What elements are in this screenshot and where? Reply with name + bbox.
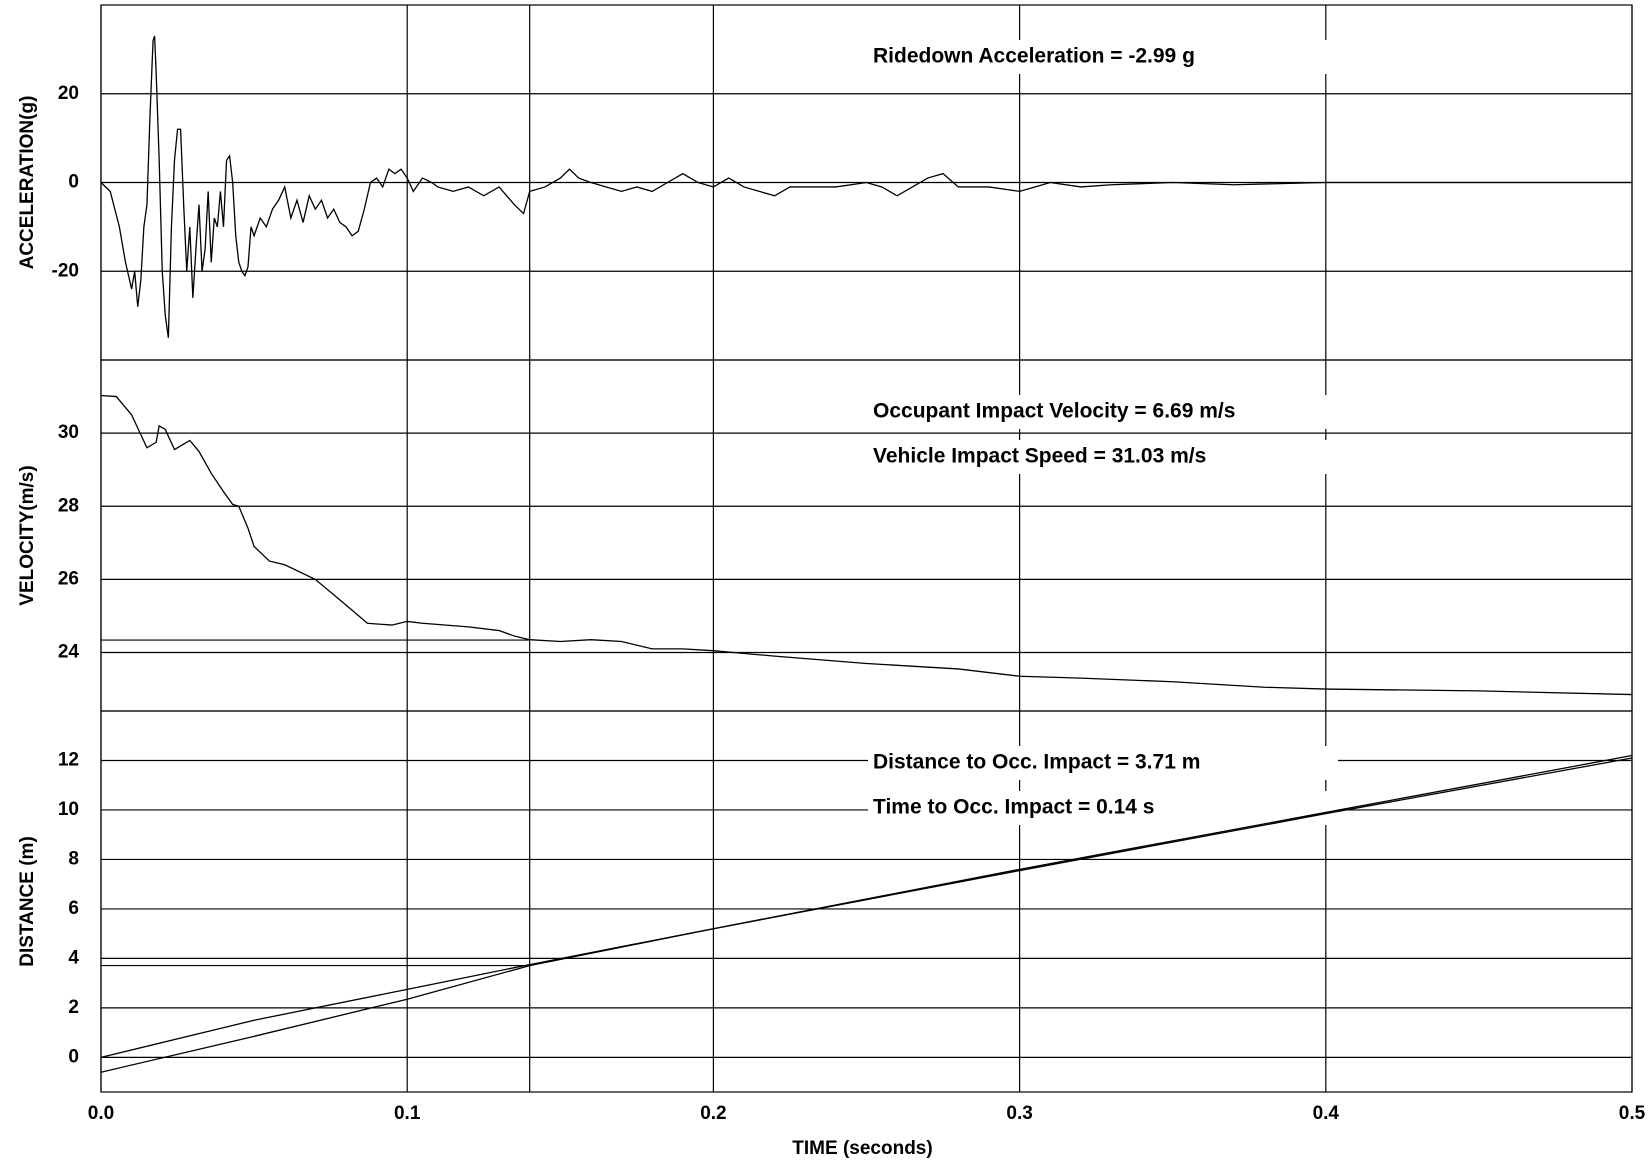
- annotation-bg: [868, 791, 1338, 825]
- y-tick-label: 20: [58, 83, 79, 104]
- y-tick-label: 2: [68, 997, 79, 1018]
- y-tick-label: 24: [58, 642, 80, 663]
- annotation-bg: [868, 746, 1338, 780]
- y-tick-label: 28: [58, 495, 79, 516]
- y-tick-label: 6: [68, 898, 79, 919]
- data-line: [100, 394, 1633, 696]
- x-tick-label: 0.4: [1313, 1103, 1340, 1124]
- annotation: Occupant Impact Velocity = 6.69 m/s: [873, 400, 1235, 423]
- annotation-bg: [868, 395, 1338, 429]
- y-tick-label: 0: [68, 172, 79, 193]
- x-tick-label: 0.2: [700, 1103, 726, 1124]
- y-tick-label: 10: [58, 799, 79, 820]
- x-tick-label: 0.3: [1006, 1103, 1032, 1124]
- y-tick-label: 8: [68, 848, 79, 869]
- y-tick-label: -20: [52, 260, 79, 281]
- annotation-bg: [868, 40, 1338, 74]
- y-axis-label: VELOCITY(m/s): [17, 465, 38, 605]
- x-tick-label: 0.0: [88, 1103, 114, 1124]
- x-tick-label: 0.5: [1619, 1103, 1646, 1124]
- data-line: [100, 754, 1633, 1073]
- y-tick-label: 4: [68, 947, 79, 968]
- annotation-bg: [868, 440, 1338, 474]
- annotation: Ridedown Acceleration = -2.99 g: [873, 45, 1195, 68]
- y-axis-label: DISTANCE (m): [17, 836, 38, 967]
- y-tick-label: 26: [58, 568, 79, 589]
- x-tick-label: 0.1: [394, 1103, 421, 1124]
- y-tick-label: 0: [68, 1046, 79, 1067]
- data-line: [100, 757, 1633, 1058]
- annotation: Time to Occ. Impact = 0.14 s: [873, 796, 1155, 819]
- panel-frame: [100, 359, 1633, 712]
- x-axis-label: TIME (seconds): [792, 1138, 932, 1159]
- annotation: Distance to Occ. Impact = 3.71 m: [873, 751, 1200, 774]
- y-tick-label: 12: [58, 749, 79, 770]
- annotation: Vehicle Impact Speed = 31.03 m/s: [873, 445, 1206, 468]
- y-axis-label: ACCELERATION(g): [17, 96, 38, 270]
- panel-frame: [100, 710, 1633, 1093]
- y-tick-label: 30: [58, 422, 79, 443]
- data-line: [100, 35, 1632, 338]
